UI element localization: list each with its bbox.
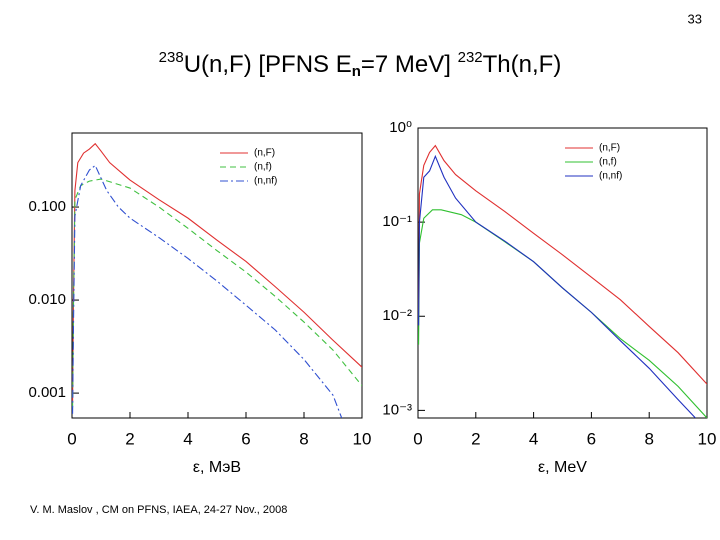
series-line (72, 164, 343, 418)
x-tick-label: 6 (587, 429, 596, 448)
y-tick-label: 0.001 (28, 384, 66, 401)
title-part: Th(n,F) (483, 51, 562, 78)
plot-frame (417, 127, 708, 419)
x-tick-label: 10 (353, 429, 372, 448)
y-tick-label: 10⁻² (382, 307, 412, 324)
series-group (418, 144, 707, 418)
series-group (72, 142, 362, 418)
y-tick-label: 10⁰ (389, 119, 412, 136)
x-tick-label: 10 (698, 429, 717, 448)
y-tick-label: 10⁻¹ (382, 213, 412, 230)
legend-label: (n,F) (599, 143, 620, 154)
x-axis-label: ε, MэB (193, 459, 241, 476)
plot-frame (71, 132, 363, 419)
y-tick-label: 10⁻³ (382, 401, 412, 418)
title-part: =7 MeV] (361, 51, 458, 78)
x-tick-label: 6 (241, 429, 250, 448)
series-line (72, 178, 362, 408)
slide-title: 238U(n,F) [PFNS En=7 MeV] 232Th(n,F) (159, 49, 562, 80)
y-tick-label: 0.100 (28, 198, 66, 215)
x-tick-label: 4 (183, 429, 192, 448)
x-tick-label: 4 (529, 429, 538, 448)
series-line (418, 154, 696, 418)
y-tick-label: 0.010 (28, 291, 66, 308)
x-tick-label: 8 (644, 429, 653, 448)
x-tick-label: 8 (299, 429, 308, 448)
footer: V. M. Maslov , CM on PFNS, IAEA, 24-27 N… (30, 504, 287, 516)
legend-label: (n,f) (599, 157, 617, 168)
x-tick-label: 0 (67, 429, 76, 448)
legend-label: (n,nf) (254, 176, 277, 187)
x-tick-label: 0 (413, 429, 422, 448)
title-sup: 232 (458, 49, 483, 66)
series-line (72, 142, 362, 403)
series-line (418, 144, 707, 385)
title-part: U(n,F) [PFNS E (184, 51, 352, 78)
page-number: 33 (688, 11, 702, 26)
title-sup: 238 (159, 49, 184, 66)
x-tick-label: 2 (471, 429, 480, 448)
x-axis-label: ε, MeV (538, 459, 587, 476)
legend-label: (n,nf) (599, 171, 622, 182)
series-line (418, 209, 707, 418)
legend-label: (n,f) (254, 162, 272, 173)
title-sub: n (352, 63, 361, 80)
legend-label: (n,F) (254, 148, 275, 159)
x-tick-label: 2 (125, 429, 134, 448)
